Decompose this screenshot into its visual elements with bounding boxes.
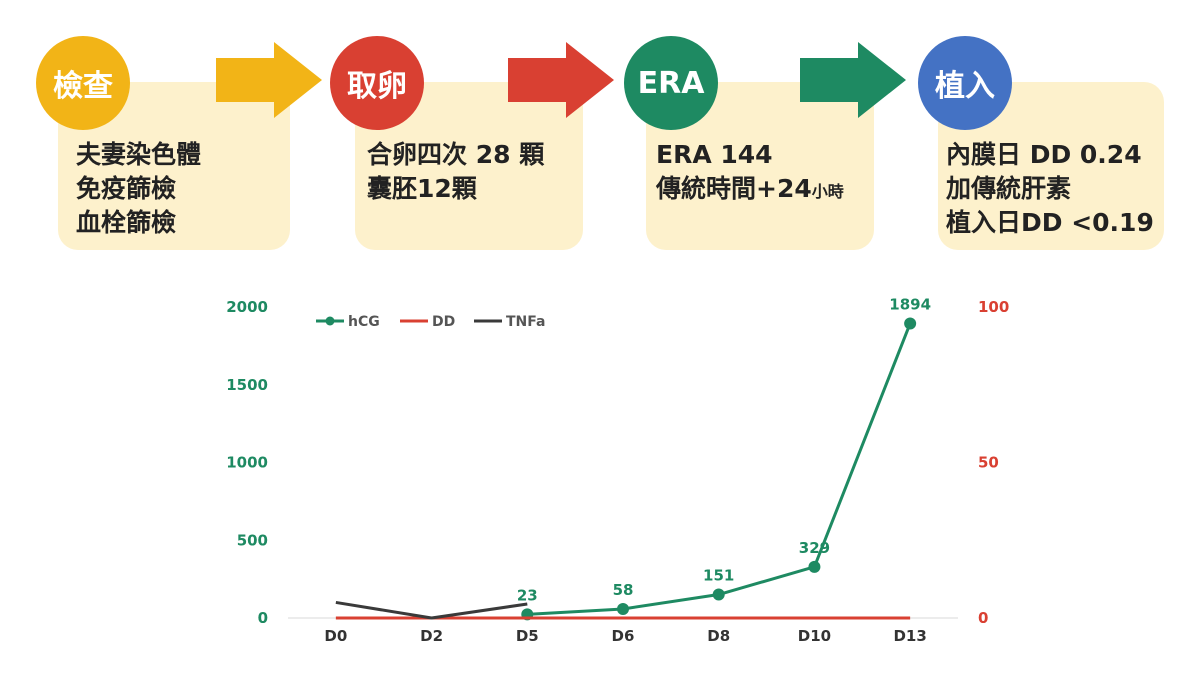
legend-marker-hcg (325, 316, 335, 326)
y-left-tick-label: 0 (258, 609, 268, 627)
step-line: 囊胚12顆 (367, 174, 477, 203)
y-right-tick-label: 100 (978, 298, 1009, 316)
data-label-hcg: 1894 (889, 295, 931, 313)
x-tick-label: D0 (324, 627, 347, 645)
step-line-suffix: 小時 (811, 182, 844, 201)
step-badge-egg-retrieval: 取卵 (330, 36, 424, 130)
legend-label-hcg: hCG (348, 314, 380, 330)
data-label-hcg: 151 (703, 567, 734, 585)
data-label-hcg: 329 (799, 539, 830, 557)
data-point-hcg (904, 317, 917, 330)
data-label-hcg: 58 (613, 581, 634, 599)
series-line-tnfa (335, 600, 528, 620)
x-tick-label: D10 (798, 627, 831, 645)
step-card-implantation: 內膜日 DD 0.24 加傳統肝素 植入日DD <0.19 (938, 82, 1164, 250)
legend-label-dd: DD (432, 314, 455, 330)
step-line: 植入日DD <0.19 (946, 208, 1154, 237)
hcg-dd-tnfa-line-chart: 0 500 1000 1500 2000 0 50 100 D0 D2 D5 D6 D8 D10 D13 23… (226, 295, 1009, 645)
data-label-hcg: 23 (517, 586, 538, 604)
step-badge-checkup: 檢查 (36, 36, 130, 130)
yellow-arrow-icon (216, 42, 322, 118)
x-tick-label: D8 (707, 627, 730, 645)
step-line: 傳統時間+24 (656, 174, 812, 203)
step-badge-implantation: 植入 (918, 36, 1012, 130)
data-point-hcg (808, 560, 821, 573)
green-arrow-icon (800, 42, 906, 118)
step-line: 合卵四次 28 顆 (367, 140, 545, 169)
step-card-checkup: 夫妻染色體 免疫篩檢 血栓篩檢 (58, 82, 290, 250)
process-flow: 夫妻染色體 免疫篩檢 血栓篩檢 檢查 合卵四次 28 顆 囊胚12顆 取卵 ER… (0, 0, 1200, 260)
y-left-tick-label: 1500 (226, 376, 268, 394)
step-badge-era: ERA (624, 36, 718, 130)
x-tick-label: D2 (420, 627, 443, 645)
y-left-tick-label: 500 (237, 531, 268, 549)
y-left-tick-label: 2000 (226, 298, 268, 316)
y-right-tick-label: 50 (978, 454, 999, 472)
x-tick-label: D13 (893, 627, 926, 645)
step-line: 內膜日 DD 0.24 (946, 140, 1142, 169)
step-line: 夫妻染色體 (76, 140, 202, 169)
y-right-tick-label: 0 (978, 609, 988, 627)
y-left-tick-label: 1000 (226, 454, 268, 472)
step-line: 血栓篩檢 (76, 208, 177, 237)
data-point-hcg (617, 602, 629, 615)
x-tick-label: D6 (612, 627, 635, 645)
step-line: 免疫篩檢 (76, 174, 177, 203)
red-arrow-icon (508, 42, 614, 118)
data-point-hcg (712, 588, 725, 601)
step-line: ERA 144 (656, 140, 773, 169)
step-line: 加傳統肝素 (946, 174, 1072, 203)
legend-label-tnfa: TNFa (506, 314, 545, 330)
x-tick-label: D5 (516, 627, 539, 645)
